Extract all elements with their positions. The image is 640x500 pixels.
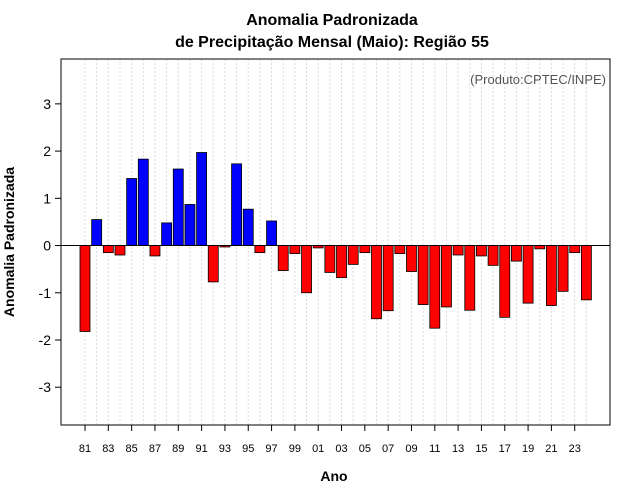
bar-2012: [441, 245, 452, 308]
bars: [79, 152, 592, 332]
ytick-label-1: 1: [43, 190, 51, 206]
bar-2013: [452, 245, 464, 256]
ytick-label--3: -3: [39, 379, 52, 395]
xtick-label-97: 97: [265, 443, 277, 455]
ytick-label--2: -2: [39, 332, 52, 348]
bar-1992: [207, 245, 219, 283]
bar-2015: [476, 245, 487, 257]
bar-2009: [406, 245, 417, 272]
chart-title-line2: de Precipitação Mensal (Maio): Região 55: [175, 34, 489, 51]
bar-1985: [126, 178, 138, 246]
bar-1988: [161, 222, 173, 246]
x-axis-label: Ano: [320, 468, 347, 484]
xtick-label-19: 19: [522, 443, 534, 455]
ytick-label-0: 0: [43, 238, 51, 254]
y-axis: -3 -2 -1 0 1 2 3: [39, 96, 61, 395]
bar-1995: [242, 208, 254, 246]
xtick-label-81: 81: [79, 443, 91, 455]
bar-1982: [91, 219, 103, 246]
y-axis-label: Anomalia Padronizada: [1, 167, 17, 317]
xtick-label-95: 95: [242, 443, 254, 455]
xtick-label-89: 89: [172, 443, 184, 455]
chart-title-line1: Anomalia Padronizada: [246, 12, 418, 29]
xtick-label-09: 09: [405, 443, 417, 455]
xtick-label-17: 17: [499, 443, 511, 455]
x-axis: 81 83 85 87 89 91 93 95 97 99 01 03 05 07 09 11 13 15 17 19…: [79, 425, 581, 455]
bar-2011: [429, 245, 441, 329]
xtick-label-93: 93: [219, 443, 231, 455]
bar-1984: [114, 245, 126, 256]
bar-1994: [231, 163, 242, 246]
bar-1997: [266, 220, 277, 246]
bar-2000: [301, 245, 312, 294]
bar-2014: [464, 245, 476, 311]
xtick-label-83: 83: [102, 443, 114, 455]
bar-2024: [580, 245, 592, 301]
bar-2003: [336, 245, 347, 279]
xtick-label-07: 07: [382, 443, 394, 455]
bar-2002: [324, 245, 336, 273]
xtick-label-23: 23: [569, 443, 581, 455]
bar-2007: [382, 245, 394, 312]
ytick-label--1: -1: [39, 285, 52, 301]
ytick-label-2: 2: [43, 143, 51, 159]
bar-1989: [172, 168, 184, 246]
plot-frame: [60, 58, 611, 426]
source-annotation: (Produto:CPTEC/INPE): [470, 72, 606, 87]
bar-1983: [102, 245, 114, 254]
ytick-label-3: 3: [43, 96, 51, 112]
bar-1986: [137, 158, 149, 246]
bar-2006: [371, 245, 382, 320]
bar-2023: [569, 245, 581, 254]
bar-1998: [277, 245, 289, 271]
gridlines: [84, 59, 587, 425]
bar-1987: [149, 245, 161, 257]
bar-2004: [347, 245, 359, 265]
bar-2016: [487, 245, 499, 266]
xtick-label-13: 13: [452, 443, 464, 455]
bar-2010: [417, 245, 429, 305]
xtick-label-03: 03: [335, 443, 347, 455]
bar-2022: [557, 245, 569, 292]
xtick-label-99: 99: [289, 443, 301, 455]
bar-1981: [79, 245, 91, 332]
bar-2021: [546, 245, 557, 306]
bar-2005: [359, 245, 371, 254]
xtick-label-21: 21: [545, 443, 557, 455]
bar-1999: [289, 245, 301, 254]
xtick-label-91: 91: [195, 443, 207, 455]
bar-2008: [394, 245, 406, 254]
bar-2018: [511, 245, 522, 262]
bar-1996: [254, 245, 266, 254]
xtick-label-05: 05: [359, 443, 371, 455]
xtick-label-01: 01: [312, 443, 324, 455]
bar-1991: [196, 152, 208, 246]
xtick-label-11: 11: [429, 443, 440, 455]
xtick-label-85: 85: [126, 443, 138, 455]
bar-2017: [499, 245, 511, 318]
bar-2019: [522, 245, 534, 304]
xtick-label-15: 15: [475, 443, 487, 455]
bar-1990: [184, 204, 196, 246]
xtick-label-87: 87: [149, 443, 161, 455]
